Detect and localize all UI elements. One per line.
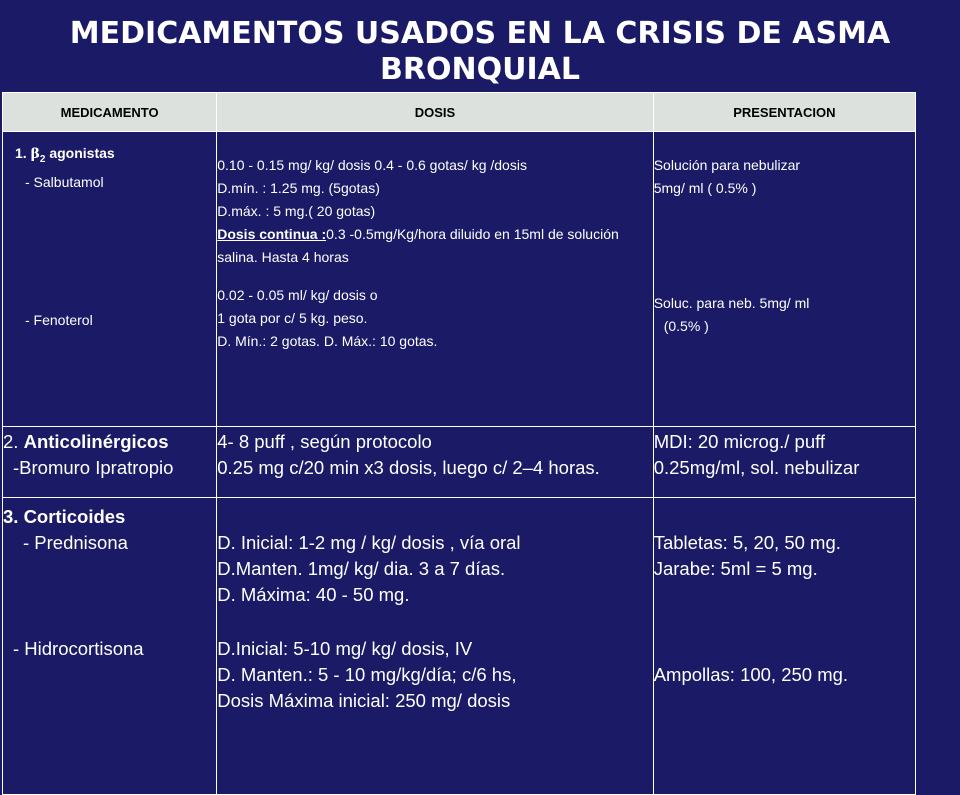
drug-salbutamol: - Salbutamol xyxy=(25,173,104,190)
drug-bromuro-ipratropio: -Bromuro Ipratropio xyxy=(13,457,174,478)
prednisona-pres-1: Tabletas: 5, 20, 50 mg. xyxy=(653,532,841,553)
cell-dosis-beta2: 0.10 - 0.15 mg/ kg/ dosis 0.4 - 0.6 gota… xyxy=(216,131,654,427)
beta-symbol: β xyxy=(30,146,40,162)
continua-text: 0.3 -0.5mg/Kg/hora diluido en 15ml de so… xyxy=(217,226,619,265)
salbutamol-dose-2: D.mín. : 1.25 mg. (5gotas) xyxy=(217,180,380,196)
cell-presentacion-beta2: Solución para nebulizar 5mg/ ml ( 0.5% )… xyxy=(652,131,917,427)
group-name: Anticolinérgicos xyxy=(23,431,169,452)
group-number: 2. xyxy=(3,431,19,452)
prednisona-dose-3: D. Máxima: 40 - 50 mg. xyxy=(217,584,410,605)
table-row-beta2: 1. β2 agonistas - Salbutamol - Fenoterol… xyxy=(1,131,917,427)
ipratropio-pres-1: MDI: 20 microg./ puff xyxy=(653,431,826,452)
salbutamol-dose-3: D.máx. : 5 mg.( 20 gotas) xyxy=(217,203,376,219)
prednisona-dose-1: D. Inicial: 1-2 mg / kg/ dosis , vía ora… xyxy=(217,532,521,553)
fenoterol-pres-2: (0.5% ) xyxy=(663,318,709,334)
cell-dosis-corticoides: D. Inicial: 1-2 mg / kg/ dosis , vía ora… xyxy=(216,497,654,795)
hidrocortisona-dose-1: D.Inicial: 5-10 mg/ kg/ dosis, IV xyxy=(217,638,473,659)
drug-hidrocortisona: - Hidrocortisona xyxy=(13,638,144,659)
group-number: 1. xyxy=(15,145,27,161)
salbutamol-continua: Dosis continua :0.3 -0.5mg/Kg/hora dilui… xyxy=(217,223,652,269)
cell-presentacion-corticoides: Tabletas: 5, 20, 50 mg. Jarabe: 5ml = 5 … xyxy=(652,497,917,795)
title-line-1: MEDICAMENTOS USADOS EN LA CRISIS DE ASMA xyxy=(69,16,891,51)
group-corticoides-heading: 3. Corticoides xyxy=(3,506,126,527)
header-presentacion: PRESENTACION xyxy=(652,92,917,132)
header-dosis: DOSIS xyxy=(216,92,654,132)
cell-medicamento-beta2: 1. β2 agonistas - Salbutamol - Fenoterol xyxy=(1,131,218,427)
cell-medicamento-corticoides: 3. Corticoides - Prednisona - Hidrocorti… xyxy=(1,497,218,795)
prednisona-dose-2: D.Manten. 1mg/ kg/ dia. 3 a 7 días. xyxy=(217,558,506,579)
fenoterol-dose-1: 0.02 - 0.05 ml/ kg/ dosis o xyxy=(217,287,378,303)
group-beta2-heading: 1. β2 agonistas xyxy=(15,142,216,171)
salbutamol-pres-1: Solución para nebulizar xyxy=(653,157,801,173)
hidrocortisona-dose-2: D. Manten.: 5 - 10 mg/kg/día; c/6 hs, xyxy=(217,664,517,685)
drug-prednisona: - Prednisona xyxy=(23,532,128,553)
header-row: MEDICAMENTO DOSIS PRESENTACION xyxy=(1,92,917,132)
medication-table: MEDICAMENTO DOSIS PRESENTACION 1. β2 ago… xyxy=(1,92,917,795)
cell-dosis-anticolinergicos: 4- 8 puff , según protocolo 0.25 mg c/20… xyxy=(216,426,654,498)
beta-subscript: 2 xyxy=(39,153,46,165)
continua-label: Dosis continua : xyxy=(217,226,327,242)
title-line-2: BRONQUIAL xyxy=(380,52,580,87)
group-name: agonistas xyxy=(49,145,115,161)
hidrocortisona-dose-3: Dosis Máxima inicial: 250 mg/ dosis xyxy=(217,690,511,711)
header-medicamento: MEDICAMENTO xyxy=(1,92,218,132)
cell-presentacion-anticolinergicos: MDI: 20 microg./ puff 0.25mg/ml, sol. ne… xyxy=(652,426,917,498)
salbutamol-dose-1: 0.10 - 0.15 mg/ kg/ dosis 0.4 - 0.6 gota… xyxy=(217,157,527,173)
fenoterol-dose-3: D. Mín.: 2 gotas. D. Máx.: 10 gotas. xyxy=(217,333,438,349)
ipratropio-dose-1: 4- 8 puff , según protocolo xyxy=(217,431,432,452)
ipratropio-dose-2: 0.25 mg c/20 min x3 dosis, luego c/ 2–4 … xyxy=(217,457,600,478)
cell-medicamento-anticolinergicos: 2. Anticolinérgicos -Bromuro Ipratropio xyxy=(1,426,218,498)
group-anticolinergicos-heading: 2. Anticolinérgicos xyxy=(3,429,216,455)
page-title: MEDICAMENTOS USADOS EN LA CRISIS DE ASMA… xyxy=(0,16,960,88)
drug-fenoterol: - Fenoterol xyxy=(25,311,93,328)
hidrocortisona-pres: Ampollas: 100, 250 mg. xyxy=(653,664,849,685)
prednisona-pres-2: Jarabe: 5ml = 5 mg. xyxy=(653,558,818,579)
fenoterol-pres-1: Soluc. para neb. 5mg/ ml xyxy=(653,295,810,311)
fenoterol-dose-2: 1 gota por c/ 5 kg. peso. xyxy=(217,310,368,326)
table-row-corticoides: 3. Corticoides - Prednisona - Hidrocorti… xyxy=(1,497,917,795)
table-row-anticolinergicos: 2. Anticolinérgicos -Bromuro Ipratropio … xyxy=(1,426,917,498)
salbutamol-pres-2: 5mg/ ml ( 0.5% ) xyxy=(653,180,757,196)
ipratropio-pres-2: 0.25mg/ml, sol. nebulizar xyxy=(653,457,860,478)
